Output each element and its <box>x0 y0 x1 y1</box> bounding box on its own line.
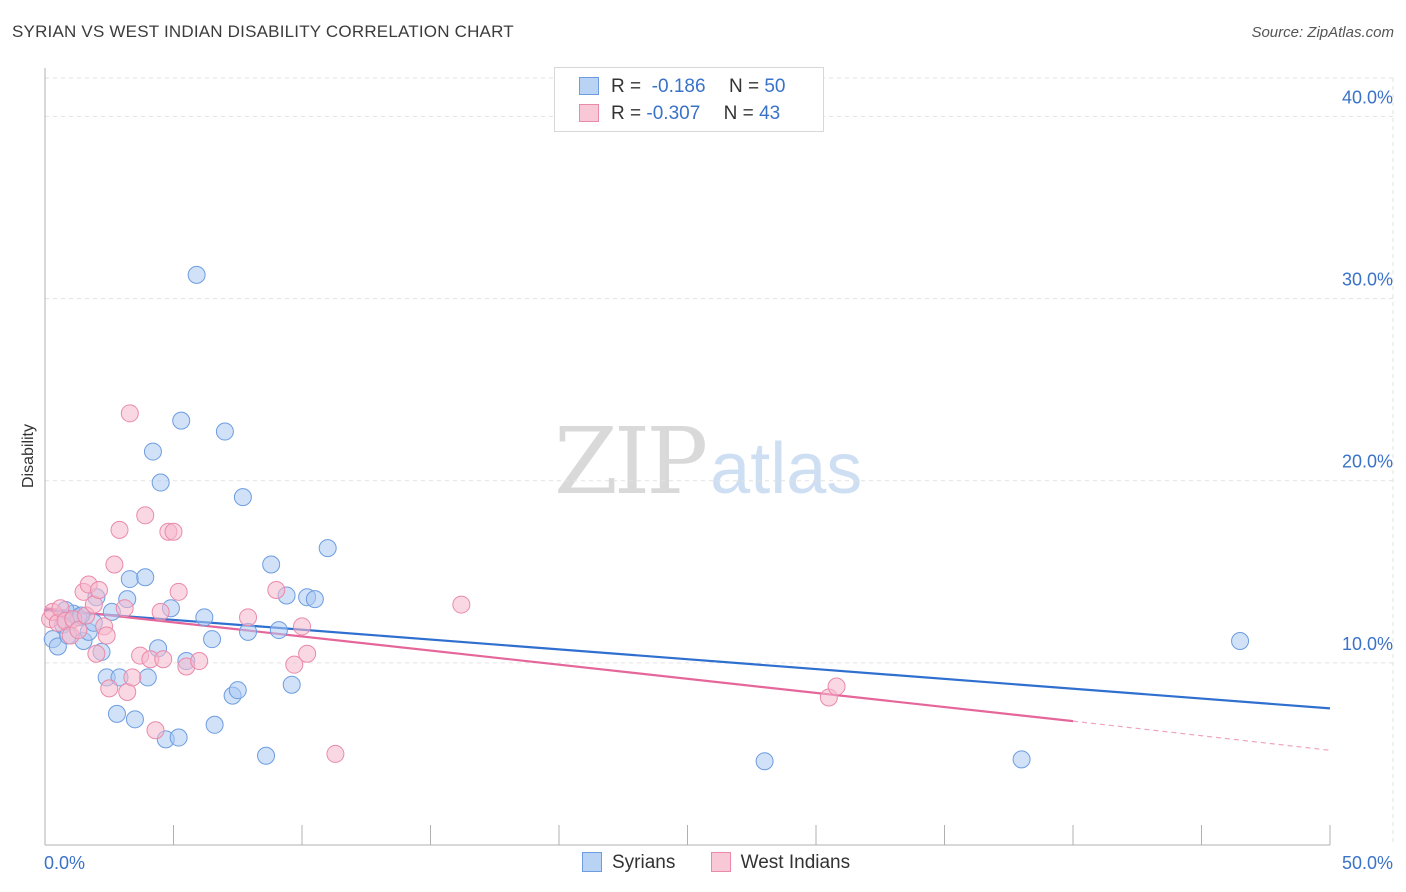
trend-line-syrians <box>44 608 1331 710</box>
point-west-indians <box>298 644 317 663</box>
point-west-indians <box>164 522 183 541</box>
y-axis-label: Disability <box>20 424 37 488</box>
point-syrians <box>138 668 157 687</box>
point-west-indians <box>827 677 846 696</box>
point-syrians <box>203 630 222 649</box>
point-syrians <box>125 710 144 729</box>
legend-n-value: 43 <box>759 103 781 124</box>
legend-row-west-indians: R = -0.307 N = 43 <box>579 103 780 127</box>
point-syrians <box>233 488 252 507</box>
point-west-indians <box>136 506 155 525</box>
legend-row-syrians: R = -0.186 N = 50 <box>579 76 785 100</box>
point-west-indians <box>115 599 134 618</box>
x-tick-label: 0.0% <box>44 853 85 873</box>
legend-swatch-syrians <box>579 77 599 95</box>
point-west-indians <box>120 404 139 423</box>
legend-item-syrians: Syrians <box>582 852 675 874</box>
point-syrians <box>282 675 301 694</box>
point-syrians <box>755 752 774 771</box>
point-west-indians <box>154 650 173 669</box>
point-syrians <box>215 422 234 441</box>
legend-r-value: -0.307 <box>646 103 701 124</box>
y-tick-label: 20.0% <box>1342 452 1393 472</box>
point-west-indians <box>97 626 116 645</box>
point-syrians <box>1012 750 1031 769</box>
point-syrians <box>228 681 247 700</box>
point-syrians <box>169 728 188 747</box>
point-west-indians <box>87 644 106 663</box>
source-label: Source: ZipAtlas.com <box>1251 24 1394 41</box>
chart-title: SYRIAN VS WEST INDIAN DISABILITY CORRELA… <box>12 22 514 41</box>
point-syrians <box>120 570 139 589</box>
point-syrians <box>205 715 224 734</box>
legend-label-syrians: Syrians <box>612 852 676 873</box>
point-syrians <box>151 473 170 492</box>
point-syrians <box>172 411 191 430</box>
point-west-indians <box>293 617 311 636</box>
trend-line-west-indians <box>44 607 1074 723</box>
grid-lines <box>45 77 1395 845</box>
point-syrians <box>262 555 281 574</box>
x-tick-label: 50.0% <box>1342 853 1393 873</box>
point-syrians <box>107 704 126 723</box>
legend-n-value: 50 <box>764 76 786 97</box>
point-syrians <box>187 265 206 284</box>
y-tick-label: 40.0% <box>1342 87 1393 107</box>
point-syrians <box>195 608 214 627</box>
point-syrians <box>269 621 288 640</box>
point-west-indians <box>110 520 129 539</box>
point-west-indians <box>452 595 471 614</box>
legend-r-label: R = <box>611 76 642 97</box>
point-west-indians <box>105 555 124 574</box>
legend-r-value: -0.186 <box>651 76 706 97</box>
point-syrians <box>257 746 276 765</box>
y-tick-label: 30.0% <box>1342 270 1393 290</box>
point-west-indians <box>89 581 108 599</box>
point-syrians <box>136 568 155 587</box>
point-west-indians <box>285 655 304 674</box>
point-west-indians <box>267 581 286 599</box>
tick-labels: 10.0% 20.0% 30.0% 40.0% 0.0% 50.0% Disability <box>20 87 1393 873</box>
legend-r-label: R = <box>611 103 642 124</box>
axes <box>44 68 1331 846</box>
point-west-indians <box>100 679 119 698</box>
y-tick-label: 10.0% <box>1342 634 1393 654</box>
point-west-indians <box>326 744 345 763</box>
point-syrians <box>143 442 162 461</box>
point-west-indians <box>123 668 142 687</box>
point-syrians <box>305 590 324 609</box>
trend-line-west-indians-extension <box>1072 720 1331 751</box>
point-west-indians <box>151 602 170 621</box>
point-west-indians <box>69 621 88 640</box>
point-west-indians <box>146 721 165 740</box>
legend-swatch-west-indians <box>579 104 599 122</box>
legend-label-west-indians: West Indians <box>740 852 851 873</box>
point-west-indians <box>239 608 258 627</box>
data-points <box>41 265 1250 771</box>
trend-lines <box>44 607 1331 751</box>
point-west-indians <box>190 652 209 671</box>
legend-n-label: N = <box>728 76 760 97</box>
legend-item-west-indians: West Indians <box>710 852 851 874</box>
stats-legend: R = -0.186 N = 50 R = -0.307 N = 43 <box>554 67 824 132</box>
legend-n-label: N = <box>723 103 754 124</box>
legend-swatch-west-indians <box>710 852 731 872</box>
legend-swatch-syrians <box>582 852 602 872</box>
point-west-indians <box>169 582 188 601</box>
point-syrians <box>318 539 337 558</box>
series-legend: Syrians West Indians <box>582 852 880 874</box>
point-syrians <box>1231 632 1250 650</box>
